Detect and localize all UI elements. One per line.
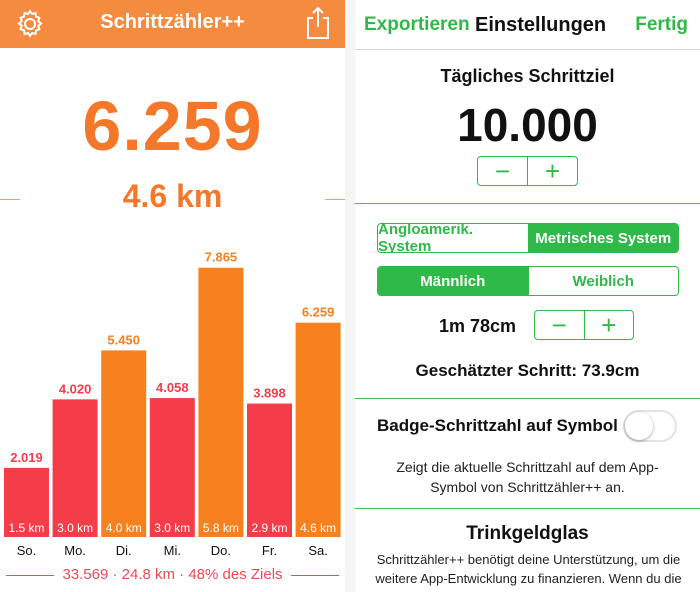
badge-description: Zeigt die aktuelle Schrittzahl auf dem A… — [396, 459, 659, 495]
bar-value-label: 3.898 — [253, 386, 286, 401]
bar-distance-label: 2.9 km — [251, 521, 287, 535]
height-stepper: − + — [534, 310, 634, 340]
nav-bar: Exportieren Einstellungen Fertig — [355, 0, 700, 50]
bar-value-label: 2.019 — [10, 450, 43, 465]
bar-value-label: 5.450 — [107, 332, 140, 347]
unit-metric-option[interactable]: Metrisches System — [527, 224, 678, 252]
divider — [355, 508, 700, 509]
goal-title: Tägliches Schrittziel — [440, 66, 615, 86]
bar-So. — [4, 467, 49, 537]
goal-stepper: − + — [477, 156, 578, 186]
pedometer-screen: Schrittzähler++ 6.259 4.6 km 2.019 1.5 km… — [0, 0, 345, 592]
weekly-steps-chart: 2.019 1.5 km So. 4.020 3.0 km Mo. 5.450 4.0 km D… — [4, 250, 341, 558]
height-increment-button[interactable]: + — [583, 311, 634, 339]
settings-screen: Exportieren Einstellungen Fertig Täglich… — [355, 0, 700, 592]
bar-Do. — [198, 267, 244, 537]
goal-decrement-button[interactable]: − — [494, 156, 511, 186]
bar-Mo. — [52, 399, 98, 537]
bar-Di. — [101, 350, 147, 537]
export-button[interactable]: Exportieren — [364, 14, 470, 35]
bar-Mi. — [149, 398, 195, 537]
bar-value-label: 7.865 — [205, 250, 238, 265]
unit-system-control: Angloamerik. System Metrisches System — [377, 223, 679, 253]
estimated-stride: Geschätzter Schritt: 73.9cm — [415, 361, 640, 380]
tip-jar-text: Schrittzähler++ benötigt deine Unterstüt… — [375, 552, 682, 592]
weekly-summary-text: 33.569 · 24.8 km · 48% des Ziels — [54, 566, 291, 583]
divider — [0, 199, 20, 200]
gear-icon[interactable] — [14, 8, 46, 40]
done-button[interactable]: Fertig — [635, 14, 688, 35]
share-icon[interactable] — [305, 6, 331, 40]
distance-today: 4.6 km — [122, 178, 223, 214]
screen-gap — [345, 0, 355, 592]
goal-value: 10.000 — [457, 99, 598, 151]
divider — [325, 199, 345, 200]
goal-increment-button[interactable]: + — [527, 157, 577, 185]
bar-distance-label: 3.0 km — [57, 521, 93, 535]
gender-control: Männlich Weiblich — [377, 266, 679, 296]
height-value: 1m 78cm — [439, 316, 517, 336]
bar-distance-label: 1.5 km — [8, 521, 44, 535]
height-decrement-button[interactable]: − — [551, 310, 567, 340]
day-label: Fr. — [262, 543, 277, 558]
bar-distance-label: 3.0 km — [154, 521, 190, 535]
app-header: Schrittzähler++ — [0, 0, 345, 48]
bar-distance-label: 4.6 km — [300, 521, 336, 535]
gender-female-option[interactable]: Weiblich — [527, 267, 679, 295]
steps-today: 6.259 — [82, 87, 263, 165]
bar-Sa. — [295, 322, 341, 537]
toggle-knob — [625, 412, 653, 440]
bar-distance-label: 5.8 km — [203, 521, 239, 535]
badge-setting-label: Badge-Schrittzahl auf Symbol — [377, 416, 618, 435]
day-label: So. — [17, 543, 37, 558]
settings-title: Einstellungen — [475, 14, 607, 36]
bar-Fr. — [247, 403, 292, 537]
bar-value-label: 4.058 — [156, 380, 189, 395]
bar-value-label: 6.259 — [302, 305, 335, 320]
app-title: Schrittzähler++ — [100, 11, 245, 33]
day-label: Sa. — [308, 543, 328, 558]
gender-male-option[interactable]: Männlich — [378, 267, 528, 295]
tip-jar-title: Trinkgeldglas — [466, 523, 589, 544]
divider — [355, 203, 700, 204]
weekly-summary: 33.569 · 24.8 km · 48% des Ziels — [0, 566, 345, 584]
divider — [355, 398, 700, 399]
bar-value-label: 4.020 — [59, 381, 92, 396]
unit-imperial-option[interactable]: Angloamerik. System — [378, 223, 474, 253]
day-label: Mi. — [164, 543, 181, 558]
bar-distance-label: 4.0 km — [106, 521, 142, 535]
day-label: Mo. — [64, 543, 86, 558]
badge-toggle[interactable] — [623, 410, 677, 442]
day-label: Di. — [116, 543, 132, 558]
day-label: Do. — [211, 543, 231, 558]
